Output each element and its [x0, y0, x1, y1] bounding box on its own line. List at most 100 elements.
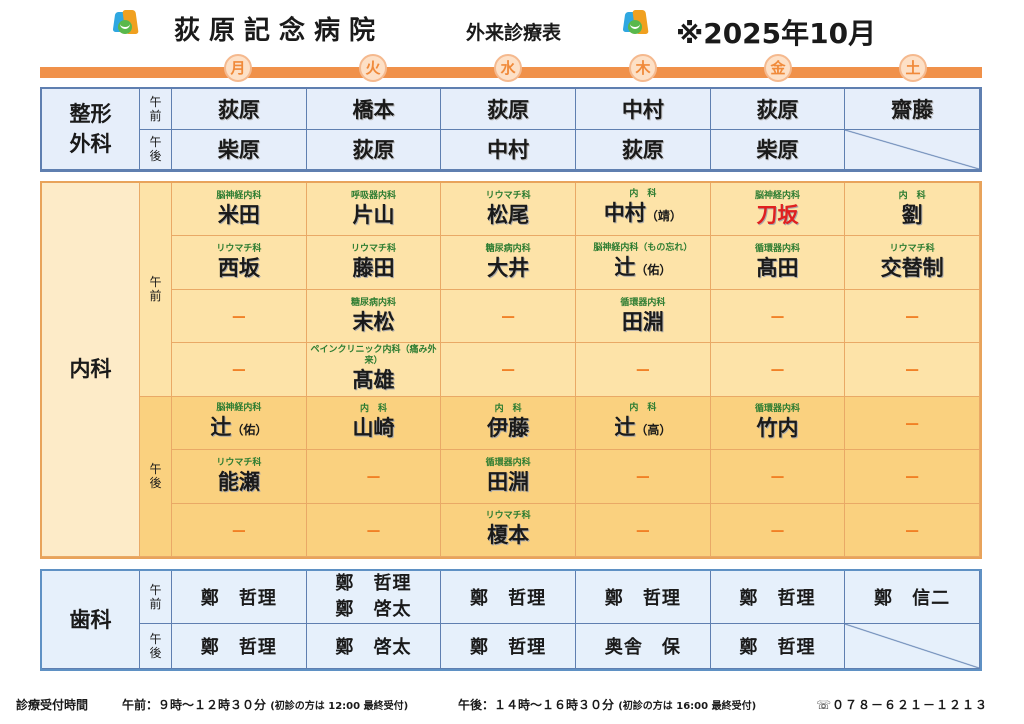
- doctor-name: 大井: [487, 256, 530, 281]
- doctor-name: 榎本: [487, 523, 530, 548]
- ortho-am-sat: 齋藤: [845, 89, 980, 130]
- internal-am-thu-slot1: 内 科中村（靖）: [576, 183, 711, 237]
- dental-am-wed: 鄭 哲理: [441, 571, 576, 624]
- phone-number: ☏０７８－６２１－１２１３: [816, 698, 989, 712]
- doctor-name: 中村（靖）: [603, 201, 682, 226]
- doctor-name: 伊藤: [487, 416, 530, 441]
- doctor-name: 山崎: [352, 416, 395, 441]
- dental-pm-wed: 鄭 哲理: [441, 624, 576, 669]
- schedule-month: ※2025年10月: [676, 17, 877, 50]
- doctor-initial: （高）: [635, 422, 672, 437]
- dental-am-fri: 鄭 哲理: [710, 571, 846, 624]
- period-pm: 午 後: [140, 624, 172, 669]
- dept-internal-medicine: 内科: [42, 183, 140, 557]
- internal-pm-mon-slot2: リウマチ科 能瀬: [172, 450, 307, 504]
- specialty-label: 循環器内科: [754, 404, 800, 415]
- ortho-am-mon: 荻原: [172, 89, 307, 130]
- dental-pm-sat-closed: [845, 624, 980, 669]
- hospital-logo-icon: [618, 10, 652, 40]
- internal-pm-thu-slot1: 内 科辻（高）: [576, 396, 711, 451]
- doctor-name: 髙田: [756, 256, 799, 281]
- specialty-label: 呼吸器内科: [350, 190, 396, 201]
- dental-pm-mon: 鄭 哲理: [172, 624, 307, 669]
- doctor-name: 劉: [901, 202, 923, 227]
- day-tue: 火: [359, 54, 387, 82]
- dental-pm-tue: 鄭 啓太: [306, 624, 442, 669]
- internal-pm-mon-slot3: －: [172, 503, 307, 557]
- dental-am-tue: 鄭 哲理 鄭 啓太: [306, 571, 442, 624]
- ortho-pm-fri: 柴原: [710, 129, 846, 170]
- period-am: 午 前: [140, 89, 172, 130]
- specialty-label: リウマチ科: [485, 190, 531, 201]
- specialty-label: ペインクリニック内科（痛み外来）: [310, 345, 437, 367]
- internal-am-thu-slot3: 循環器内科 田淵: [576, 289, 711, 344]
- internal-am-wed-slot2: 糖尿病内科 大井: [441, 236, 576, 290]
- doctor-name: 竹内: [756, 416, 799, 441]
- no-clinic-dash: －: [500, 308, 517, 328]
- internal-am-fri-slot3: －: [710, 289, 846, 344]
- no-clinic-dash: －: [769, 308, 786, 328]
- ortho-pm-thu: 荻原: [576, 129, 711, 170]
- internal-am-tue-slot4: ペインクリニック内科（痛み外来） 髙雄: [306, 343, 442, 397]
- doctor-name: 末松: [352, 309, 395, 334]
- internal-am-wed-slot1: リウマチ科 松尾: [441, 183, 576, 237]
- no-clinic-dash: －: [769, 521, 786, 541]
- no-clinic-dash: －: [365, 468, 382, 488]
- specialty-label: リウマチ科: [889, 244, 935, 255]
- no-clinic-dash: －: [634, 521, 651, 541]
- specialty-label: 内 科: [898, 190, 926, 201]
- hospital-logo-icon: [108, 10, 142, 40]
- internal-am-mon-slot3: －: [172, 289, 307, 344]
- ortho-am-fri: 荻原: [710, 89, 846, 130]
- internal-pm-fri-slot3: －: [710, 503, 846, 557]
- day-mon: 月: [224, 54, 252, 82]
- internal-pm-tue-slot2: －: [306, 450, 442, 504]
- internal-am-sat-slot4: －: [845, 343, 980, 397]
- ortho-am-tue: 橋本: [306, 89, 442, 130]
- internal-pm-sat-slot1: －: [845, 396, 980, 451]
- doctor-name: 髙雄: [352, 368, 395, 393]
- no-clinic-dash: －: [230, 361, 247, 381]
- doctor-name: 片山: [352, 202, 395, 227]
- internal-am-sat-slot3: －: [845, 289, 980, 344]
- ortho-am-thu: 中村: [576, 89, 711, 130]
- no-clinic-dash: －: [230, 308, 247, 328]
- specialty-label: リウマチ科: [485, 511, 531, 522]
- period-pm: 午 後: [140, 129, 172, 170]
- dental-pm-thu: 奥舎 保: [576, 624, 711, 669]
- internal-am-mon-slot1: 脳神経内科 米田: [172, 183, 307, 237]
- doctor-name: 交替制: [880, 256, 944, 281]
- schedule-title: 外来診療表: [466, 22, 562, 44]
- doctor-name: 能瀬: [217, 469, 260, 494]
- specialty-label: 内 科: [494, 404, 522, 415]
- ortho-pm-mon: 柴原: [172, 129, 307, 170]
- doctor-initial: （佑）: [231, 422, 268, 437]
- ortho-pm-tue: 荻原: [306, 129, 442, 170]
- internal-medicine-table: 内科 午 前 午 後 脳神経内科 米田 呼吸器内科 片山 リウマチ科 松尾内 科中村（靖）…: [40, 181, 982, 559]
- doctor-name: 藤田: [352, 256, 395, 281]
- doctor-initial: （佑）: [635, 262, 672, 277]
- internal-am-sat-slot1: 内 科劉: [845, 183, 980, 237]
- no-clinic-dash: －: [634, 468, 651, 488]
- no-clinic-dash: －: [904, 468, 921, 488]
- doctor-name: 米田: [217, 202, 260, 227]
- period-am: 午 前: [140, 571, 172, 624]
- doctor-name: 辻（佑）: [210, 414, 268, 439]
- specialty-label: 内 科: [629, 189, 657, 200]
- doctor-name: 辻（高）: [614, 414, 672, 439]
- no-clinic-dash: －: [904, 308, 921, 328]
- no-clinic-dash: －: [769, 361, 786, 381]
- internal-am-sat-slot2: リウマチ科 交替制: [845, 236, 980, 290]
- internal-pm-wed-slot3: リウマチ科 榎本: [441, 503, 576, 557]
- day-thu: 木: [629, 54, 657, 82]
- internal-pm-tue-slot1: 内 科山崎: [306, 396, 442, 451]
- internal-am-wed-slot4: －: [441, 343, 576, 397]
- day-wed: 水: [494, 54, 522, 82]
- period-pm: 午 後: [140, 396, 172, 557]
- hospital-name: 荻原記念病院: [174, 16, 385, 46]
- doctor-name: 西坂: [217, 256, 260, 281]
- internal-am-tue-slot2: リウマチ科 藤田: [306, 236, 442, 290]
- internal-am-tue-slot3: 糖尿病内科 末松: [306, 289, 442, 344]
- specialty-label: 脳神経内科: [754, 190, 800, 201]
- specialty-label: リウマチ科: [350, 244, 396, 255]
